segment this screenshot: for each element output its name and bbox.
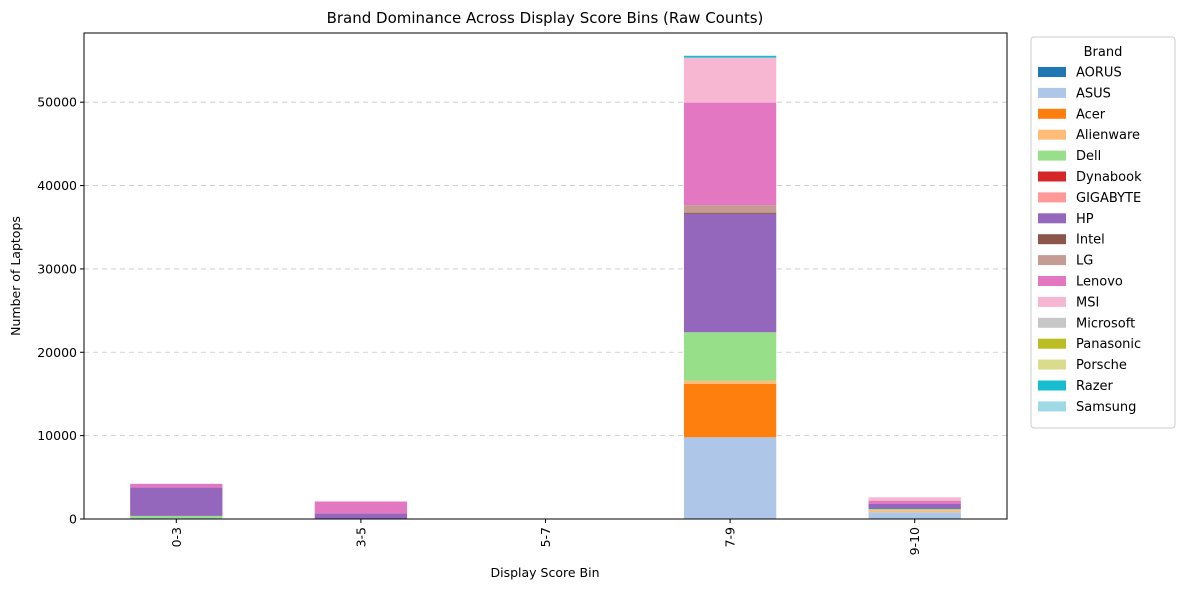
bar-segment (868, 508, 961, 511)
x-tick-label: 5-7 (538, 527, 553, 547)
legend-entry: Panasonic (1076, 337, 1141, 352)
legend-swatch (1038, 108, 1066, 119)
bar-segment (868, 512, 961, 519)
legend-swatch (1038, 255, 1066, 266)
chart-title: Brand Dominance Across Display Score Bin… (327, 9, 764, 27)
y-axis-ticks: 0 10000 20000 30000 40000 50000 (37, 95, 84, 527)
legend-swatch (1038, 150, 1066, 161)
y-tick-label: 20000 (37, 345, 77, 360)
bar-segment (868, 500, 961, 504)
bars (130, 55, 961, 520)
bar-segment (683, 57, 777, 103)
bar-segment (868, 497, 961, 501)
legend-entry: Intel (1076, 233, 1105, 248)
legend-entry: HP (1076, 212, 1094, 227)
legend-entry: ASUS (1076, 86, 1111, 101)
legend-entry: GIGABYTE (1076, 191, 1141, 206)
bar-segment (130, 515, 223, 518)
y-axis-label: Number of Laptops (8, 216, 23, 336)
legend-swatch (1038, 401, 1066, 412)
legend-entry: MSI (1076, 295, 1099, 310)
bar-segment (130, 517, 223, 519)
legend-entry: Microsoft (1076, 316, 1135, 331)
bar-segment (683, 437, 777, 519)
y-tick-label: 50000 (37, 95, 77, 110)
bar-segment (314, 501, 408, 514)
legend-box (1030, 36, 1176, 429)
legend-swatch (1038, 129, 1066, 140)
x-tick-label: 0-3 (169, 527, 184, 547)
legend-title: Brand (1084, 45, 1123, 60)
x-tick-label: 9-10 (907, 527, 922, 555)
legend-swatch (1038, 87, 1066, 98)
legend-swatch (1038, 171, 1066, 182)
x-axis-label: Display Score Bin (490, 565, 599, 580)
y-tick-label: 40000 (37, 178, 77, 193)
y-tick-label: 0 (69, 512, 77, 527)
bar-segment (683, 55, 777, 58)
bar-segment (683, 205, 777, 213)
legend-entry: Dynabook (1076, 170, 1142, 185)
bar-segment (683, 213, 777, 333)
legend-entry: Acer (1076, 107, 1106, 122)
bar-segment (683, 55, 777, 57)
x-axis-ticks: 0-3 3-5 5-7 7-9 9-10 (169, 519, 922, 555)
x-tick-label: 3-5 (353, 527, 368, 547)
legend-swatch (1038, 338, 1066, 349)
y-tick-label: 10000 (37, 428, 77, 443)
legend-entry: Samsung (1076, 400, 1136, 415)
legend-entry: Lenovo (1076, 275, 1123, 290)
legend-entry: Alienware (1076, 128, 1140, 143)
legend-entry: LG (1076, 254, 1093, 269)
bar-segment (683, 212, 777, 214)
legend-swatch (1038, 213, 1066, 224)
bar-segment (868, 503, 961, 509)
bar-segment (130, 487, 223, 516)
bar-segment (683, 332, 777, 381)
legend-entry: AORUS (1076, 66, 1122, 81)
legend-entry: Razer (1076, 379, 1114, 394)
legend-swatch (1038, 276, 1066, 286)
legend-swatch (1038, 296, 1066, 307)
bar-segment (683, 383, 777, 438)
legend-swatch (1038, 380, 1066, 391)
legend-swatch (1038, 359, 1066, 370)
bar-segment (683, 380, 777, 384)
legend-entry: Porsche (1076, 358, 1127, 373)
legend-swatch (1038, 192, 1066, 203)
bar-segment (868, 510, 961, 513)
legend-swatch (1038, 317, 1066, 328)
bar-segment (314, 513, 408, 519)
y-tick-label: 30000 (37, 261, 77, 276)
legend-swatch (1038, 234, 1066, 245)
legend-swatch (1038, 67, 1066, 77)
x-tick-label: 7-9 (723, 527, 738, 547)
y-gridlines (84, 101, 1007, 520)
bar-segment (130, 483, 223, 488)
legend-entry: Dell (1076, 149, 1101, 164)
plot-frame (83, 32, 1008, 520)
bar-segment (683, 102, 777, 206)
legend: Brand AORUS ASUS Acer Alienware Dell Dynabook G… (1030, 36, 1176, 429)
